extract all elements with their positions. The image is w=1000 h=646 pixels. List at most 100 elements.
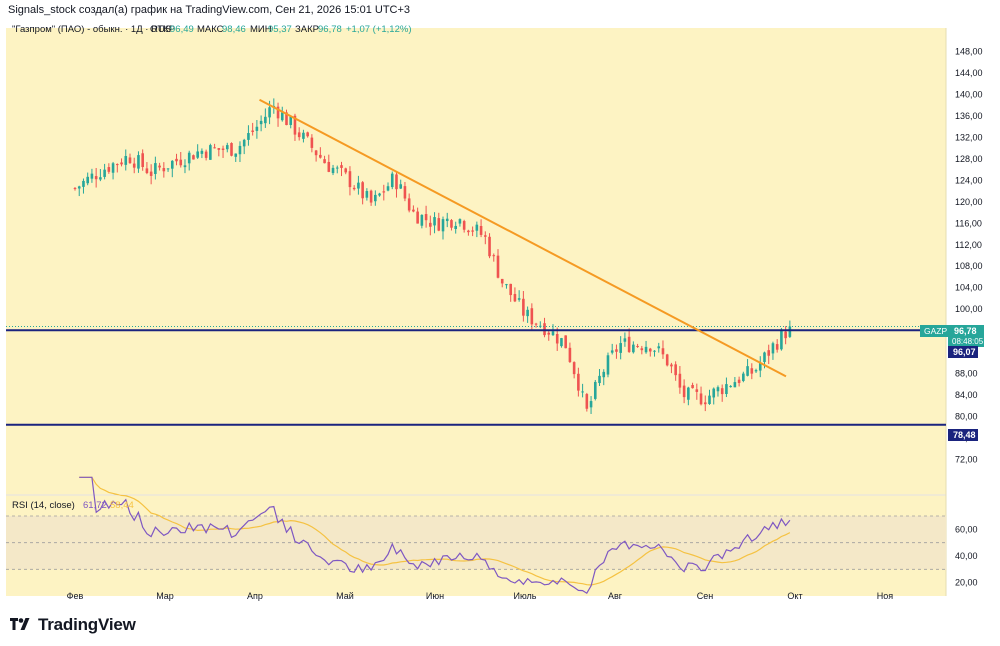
price-tick-label: 136,00 bbox=[955, 111, 983, 121]
candle-body bbox=[555, 333, 559, 344]
candle-body bbox=[445, 218, 449, 222]
candle-body bbox=[209, 145, 212, 160]
candle-body bbox=[754, 370, 758, 372]
candle-body bbox=[386, 186, 390, 191]
candle-body bbox=[154, 163, 157, 175]
price-tick-label: 84,00 bbox=[955, 390, 978, 400]
candle-body bbox=[551, 331, 555, 336]
candle-body bbox=[577, 373, 580, 391]
candle-body bbox=[264, 116, 267, 124]
candle-body bbox=[348, 171, 352, 188]
candle-body bbox=[403, 186, 407, 199]
legend-open-label: ОТКР bbox=[150, 24, 175, 35]
rsi-tick-label: 60,00 bbox=[955, 524, 978, 534]
candle-body bbox=[598, 375, 601, 384]
rsi-legend-label[interactable]: RSI (14, close) bbox=[12, 500, 75, 511]
chart-attribution: Signals_stock создал(а) график на Tradin… bbox=[8, 4, 411, 16]
candle-body bbox=[90, 173, 94, 179]
candle-body bbox=[289, 116, 293, 125]
candle-body bbox=[162, 168, 166, 172]
candle-body bbox=[111, 163, 115, 173]
candles-layer bbox=[73, 98, 792, 414]
candle-body bbox=[657, 346, 661, 349]
candle-body bbox=[416, 211, 419, 224]
candle-body bbox=[183, 165, 187, 168]
candle-body bbox=[725, 384, 728, 395]
trendline-layer[interactable] bbox=[259, 98, 787, 378]
upper-level-tag[interactable]: 96,07 bbox=[953, 347, 976, 357]
price-tick-label: 128,00 bbox=[955, 154, 983, 164]
lower-level-tag[interactable]: 78,48 bbox=[953, 430, 976, 440]
candle-body bbox=[433, 217, 436, 226]
candle-body bbox=[132, 163, 136, 168]
candle-body bbox=[695, 389, 699, 392]
time-axis[interactable]: Фев Мар Апр Май Июн Июль Авг Сен Окт Ноя bbox=[67, 591, 894, 601]
candle-body bbox=[627, 336, 631, 352]
candle-body bbox=[564, 335, 567, 349]
time-tick-label: Апр bbox=[247, 591, 263, 601]
candle-body bbox=[703, 402, 707, 405]
time-tick-label: Июль bbox=[514, 591, 537, 601]
candle-body bbox=[344, 168, 348, 173]
candle-body bbox=[742, 373, 745, 381]
candle-body bbox=[653, 350, 656, 352]
candle-body bbox=[221, 148, 225, 150]
candle-body bbox=[462, 221, 466, 230]
candle-body bbox=[170, 160, 174, 169]
candle-body bbox=[687, 387, 690, 400]
symbol-tag-bg bbox=[920, 325, 948, 337]
candle-body bbox=[107, 167, 111, 172]
candle-body bbox=[234, 153, 238, 157]
rsi-line bbox=[79, 476, 791, 595]
rsi-tick-label: 20,00 bbox=[955, 578, 978, 588]
candle-body bbox=[158, 165, 161, 168]
candle-body bbox=[268, 107, 271, 118]
candle-body bbox=[589, 401, 593, 408]
last-price-tag[interactable]: 96,78 bbox=[954, 326, 977, 336]
candle-body bbox=[758, 363, 762, 371]
candle-body bbox=[302, 132, 305, 139]
candle-body bbox=[255, 126, 259, 131]
candle-body bbox=[509, 283, 512, 296]
candle-body bbox=[200, 150, 204, 154]
candle-body bbox=[166, 168, 170, 170]
candle-body bbox=[369, 190, 373, 203]
candle-body bbox=[763, 352, 766, 363]
legend-open-value: 96,49 bbox=[170, 24, 194, 35]
tradingview-brand: TradingView bbox=[38, 615, 136, 634]
candle-body bbox=[390, 173, 394, 188]
price-chart-svg[interactable]: 72,0076,0080,0084,0088,0092,0096,00100,0… bbox=[0, 18, 1000, 608]
legend-symbol[interactable]: "Газпром" (ПАО) - обыкн. · 1Д · RUS bbox=[12, 24, 171, 35]
candle-body bbox=[610, 350, 614, 353]
candle-body bbox=[179, 159, 183, 166]
candle-body bbox=[141, 153, 144, 167]
candle-body bbox=[771, 343, 775, 354]
legend-high-label: МАКС bbox=[197, 24, 224, 35]
candle-body bbox=[213, 147, 216, 149]
candle-body bbox=[636, 345, 639, 347]
candle-body bbox=[479, 225, 483, 235]
candle-body bbox=[327, 161, 331, 172]
candle-body bbox=[331, 167, 335, 174]
price-tick-label: 140,00 bbox=[955, 89, 983, 99]
descending-trendline bbox=[259, 98, 787, 378]
candle-body bbox=[505, 284, 508, 286]
candle-body bbox=[293, 115, 297, 135]
candle-body bbox=[86, 176, 89, 184]
rsi-tick-label: 40,00 bbox=[955, 551, 978, 561]
price-axis[interactable]: 72,0076,0080,0084,0088,0092,0096,00100,0… bbox=[955, 46, 983, 587]
candle-body bbox=[708, 395, 711, 405]
candle-body bbox=[665, 354, 669, 366]
price-tick-label: 72,00 bbox=[955, 455, 978, 465]
price-tick-label: 132,00 bbox=[955, 132, 983, 142]
candle-body bbox=[568, 347, 572, 362]
candle-body bbox=[247, 133, 250, 140]
chart-area[interactable]: 72,0076,0080,0084,0088,0092,0096,00100,0… bbox=[0, 18, 1000, 608]
candle-body bbox=[517, 298, 521, 300]
legend-low-label: МИН bbox=[250, 24, 272, 35]
candle-body bbox=[648, 348, 652, 352]
candle-body bbox=[120, 162, 123, 165]
candle-body bbox=[306, 132, 309, 137]
tradingview-logo[interactable]: TradingView bbox=[10, 615, 136, 635]
candle-body bbox=[623, 338, 627, 342]
